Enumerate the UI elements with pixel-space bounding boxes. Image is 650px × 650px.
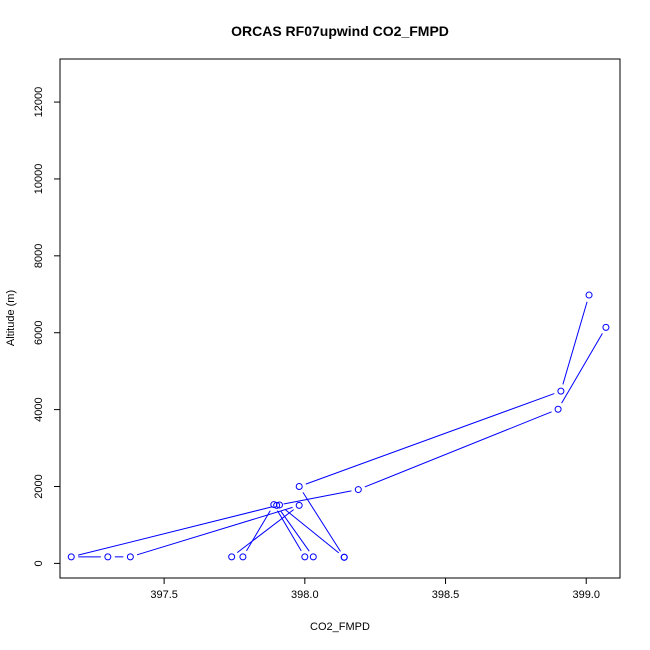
data-point: [126, 553, 134, 561]
series-segment: [562, 301, 588, 385]
series-segment: [284, 508, 340, 554]
series-segment: [277, 510, 302, 552]
y-tick-label: 0: [33, 560, 45, 566]
data-point: [295, 483, 303, 491]
data-point: [554, 405, 562, 413]
y-tick-label: 4000: [33, 397, 45, 421]
series-layer: [67, 291, 610, 561]
series-segment: [246, 510, 271, 552]
x-axis: 397.5 398.0 398.5 399.0: [150, 577, 600, 601]
data-point: [273, 501, 281, 509]
data-point: [67, 553, 75, 561]
data-point: [301, 553, 309, 561]
x-axis-label: CO2_FMPD: [310, 621, 370, 633]
series-segment: [280, 510, 310, 552]
x-tick-label: 398.0: [291, 589, 319, 601]
chart-title: ORCAS RF07upwind CO2_FMPD: [231, 23, 449, 39]
data-point: [295, 501, 303, 509]
data-point: [228, 553, 236, 561]
x-tick-label: 398.5: [432, 589, 460, 601]
data-point: [354, 486, 362, 494]
y-tick-label: 12000: [33, 87, 45, 118]
data-point: [239, 553, 247, 561]
series-segment: [136, 506, 293, 556]
y-tick-label: 8000: [33, 244, 45, 268]
series-segment: [364, 411, 552, 488]
series-segment: [561, 333, 603, 404]
data-point: [602, 323, 610, 331]
series-segment: [305, 393, 555, 485]
x-tick-label: 399.0: [572, 589, 600, 601]
data-point: [104, 553, 112, 561]
y-tick-label: 2000: [33, 474, 45, 498]
data-point: [340, 553, 348, 561]
series-segment: [77, 506, 273, 556]
y-tick-label: 6000: [33, 320, 45, 344]
y-axis: 0 2000 4000 6000 8000 10000 12000: [33, 87, 61, 566]
y-tick-label: 10000: [33, 164, 45, 195]
series-segment: [302, 492, 341, 552]
x-tick-label: 397.5: [150, 589, 178, 601]
plot-frame: [59, 58, 621, 579]
series-segment: [283, 490, 352, 505]
y-axis-label: Altitude (m): [5, 290, 17, 346]
data-point: [557, 387, 565, 395]
data-point: [585, 291, 593, 299]
data-point: [309, 553, 317, 561]
data-point: [270, 501, 278, 509]
